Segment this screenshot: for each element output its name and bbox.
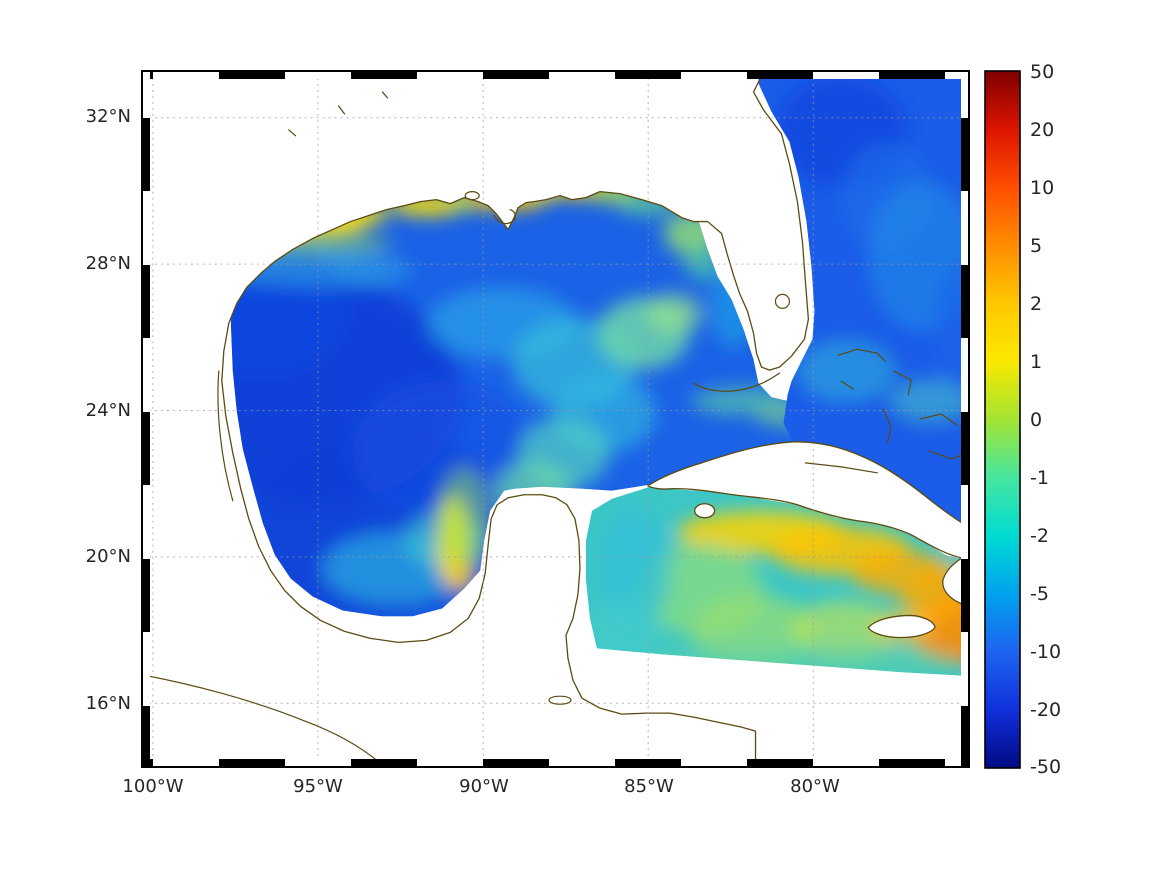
frame-tick-band-right	[961, 72, 968, 766]
lat-tick-label: 20°N	[85, 546, 131, 567]
lake-izabal	[548, 695, 572, 705]
frame-tick-band-bottom	[143, 759, 968, 766]
lon-tick-label: 80°W	[790, 776, 840, 797]
lat-tick-label: 16°N	[85, 693, 131, 714]
map-plot	[143, 72, 968, 766]
coastline-details	[143, 91, 968, 766]
lat-tick-label: 28°N	[85, 253, 131, 274]
bahamas-islands	[882, 408, 892, 444]
colorbar-tick-label: 0	[1030, 409, 1043, 431]
lon-tick-label: 95°W	[293, 776, 343, 797]
inland-lake-mark	[381, 91, 389, 99]
bahamas-islands	[837, 348, 886, 362]
colorbar-tick-label: -1	[1030, 467, 1049, 489]
lat-tick-label: 24°N	[85, 400, 131, 421]
bahamas-islands	[840, 380, 854, 390]
cuba-north-keys	[804, 462, 878, 474]
land-cuba	[647, 441, 968, 560]
florida-keys	[693, 372, 781, 392]
colorbar-tick-label: 10	[1030, 177, 1055, 199]
land-north-america	[143, 72, 810, 766]
mississippi-delta-detail	[493, 209, 516, 225]
texas-barrier-island	[217, 370, 234, 502]
colorbar	[984, 70, 1022, 770]
louisiana-lake	[464, 191, 480, 201]
colorbar-tick-label: -50	[1030, 756, 1062, 778]
lat-tick-label: 32°N	[85, 106, 131, 127]
colorbar-tick-label: -10	[1030, 641, 1062, 663]
land-isla-juventud	[694, 503, 716, 519]
colorbar-tick-label: 2	[1030, 293, 1043, 315]
frame-tick-band-left	[143, 72, 150, 766]
colorbar-tick-label: -2	[1030, 525, 1049, 547]
colorbar-tick-label: -5	[1030, 583, 1049, 605]
inland-lake-mark	[288, 129, 297, 137]
colorbar-tick-label: 5	[1030, 235, 1043, 257]
lake-okeechobee	[774, 293, 791, 309]
mexico-pacific-coast	[143, 674, 385, 766]
inland-lake-mark	[337, 105, 346, 115]
land-jamaica	[867, 614, 936, 639]
colorbar-tick-label: -20	[1030, 699, 1062, 721]
colorbar-tick-label: 1	[1030, 351, 1043, 373]
map-frame	[141, 70, 970, 768]
lon-tick-label: 90°W	[459, 776, 509, 797]
colorbar-gradient	[984, 70, 1021, 769]
bahamas-islands	[893, 370, 912, 396]
lon-tick-label: 100°W	[122, 776, 184, 797]
lon-tick-label: 85°W	[624, 776, 674, 797]
land	[143, 72, 968, 766]
bahamas-islands	[919, 413, 958, 426]
colorbar-tick-label: 50	[1030, 61, 1055, 83]
colorbar-tick-label: 20	[1030, 119, 1055, 141]
frame-tick-band-top	[143, 72, 968, 79]
